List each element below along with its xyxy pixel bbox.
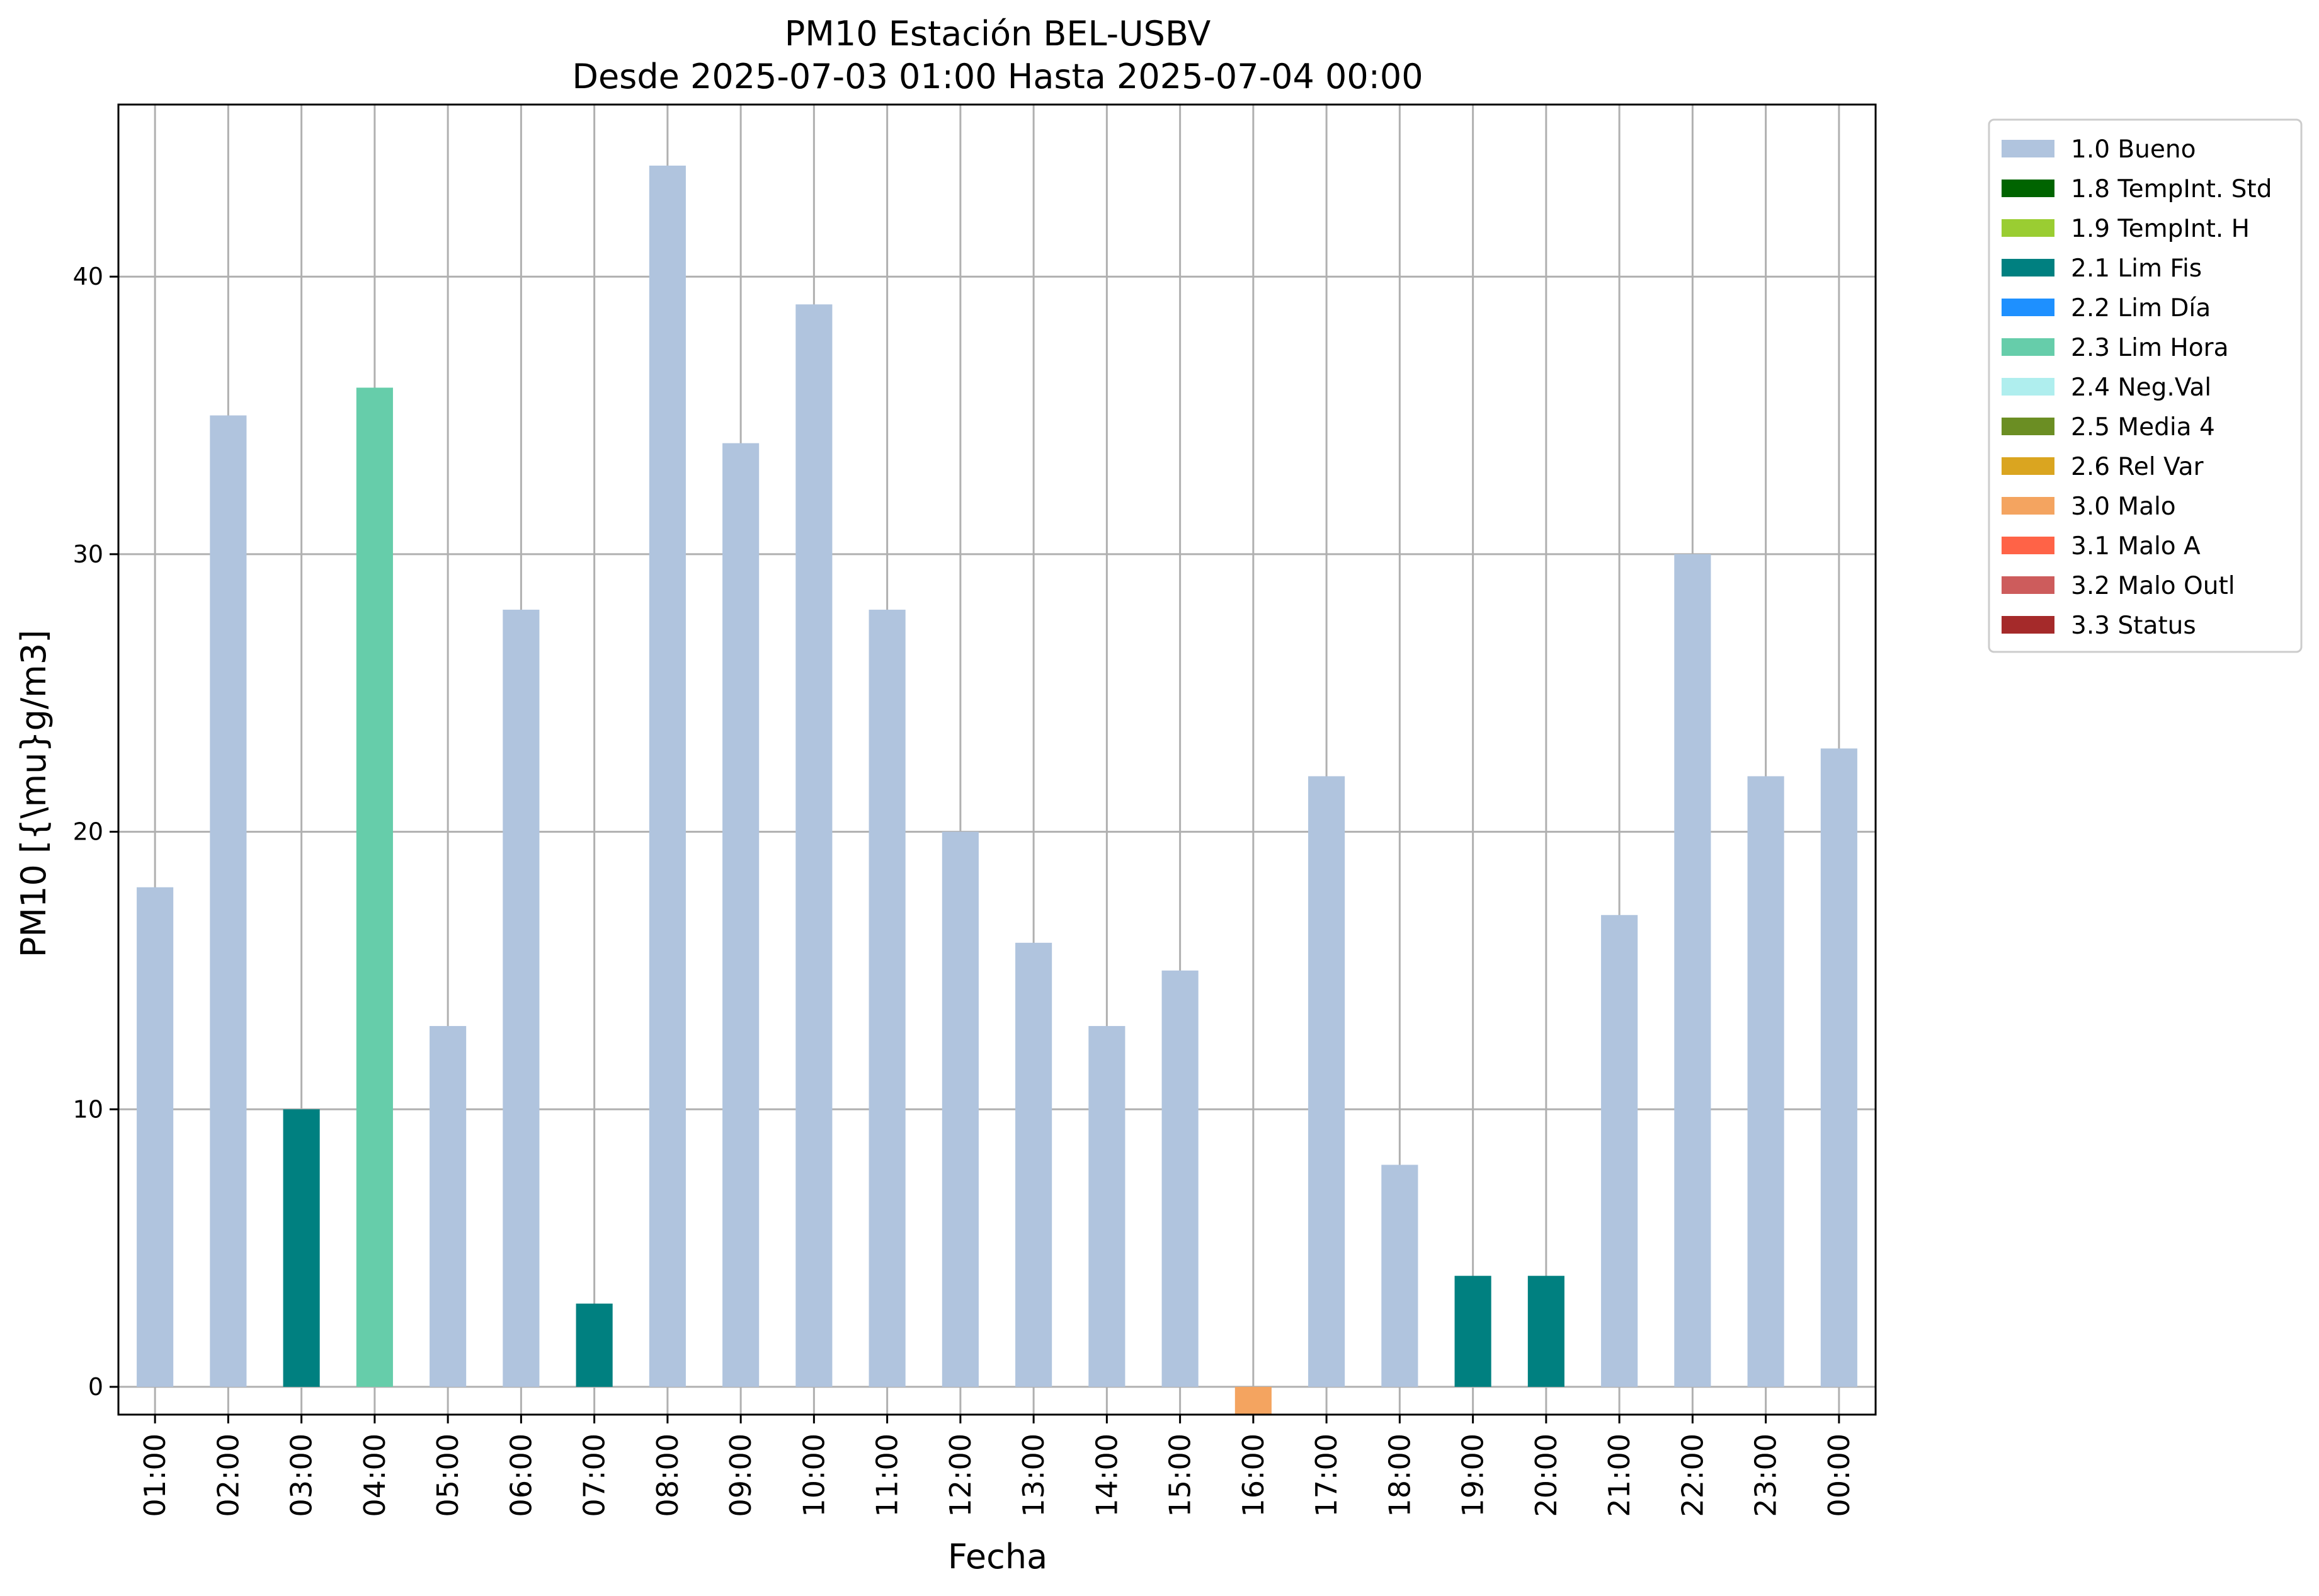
x-tick-label: 14:00	[1090, 1434, 1124, 1517]
bar-0400	[356, 387, 393, 1387]
legend-swatch	[2002, 418, 2054, 435]
legend-label: 3.0 Malo	[2071, 493, 2176, 521]
bar-2000	[1527, 1275, 1564, 1387]
x-tick-label: 23:00	[1749, 1434, 1783, 1517]
bar-0500	[430, 1026, 467, 1387]
x-tick-label: 21:00	[1602, 1434, 1636, 1517]
bar-1500	[1161, 970, 1199, 1387]
x-tick-label: 05:00	[431, 1434, 465, 1517]
bar-0100	[137, 887, 174, 1387]
x-tick-label: 16:00	[1236, 1434, 1270, 1517]
bar-0000	[1820, 748, 1857, 1387]
y-tick-label: 0	[88, 1373, 103, 1401]
bar-0200	[210, 415, 247, 1387]
bar-0800	[649, 165, 686, 1387]
y-ticks: 0 10 20 30 40	[73, 263, 118, 1401]
x-tick-label: 11:00	[870, 1434, 904, 1517]
x-tick-label: 10:00	[797, 1434, 831, 1517]
y-axis-label: PM10 [{\mu}g/m3]	[14, 630, 54, 957]
x-tick-label: 01:00	[138, 1434, 172, 1517]
legend-label: 2.3 Lim Hora	[2071, 334, 2229, 362]
legend-swatch	[2002, 338, 2054, 356]
x-tick-label: 13:00	[1017, 1434, 1051, 1517]
legend-swatch	[2002, 140, 2054, 157]
legend-label: 3.2 Malo Outl	[2071, 572, 2235, 600]
legend-label: 2.6 Rel Var	[2071, 453, 2204, 481]
legend-swatch	[2002, 259, 2054, 276]
legend-swatch	[2002, 457, 2054, 475]
legend-label: 3.1 Malo A	[2071, 532, 2201, 561]
legend-swatch	[2002, 299, 2054, 316]
legend-label: 1.0 Bueno	[2071, 135, 2196, 164]
y-tick-label: 20	[73, 818, 103, 846]
legend-swatch	[2002, 378, 2054, 396]
legend-label: 2.4 Neg.Val	[2071, 373, 2211, 402]
legend: 1.0 Bueno 1.8 TempInt. Std 1.9 TempInt. H 2…	[1988, 118, 2303, 653]
legend-swatch	[2002, 497, 2054, 515]
bar-1400	[1088, 1026, 1125, 1387]
legend-label: 2.2 Lim Día	[2071, 294, 2211, 322]
legend-swatch	[2002, 576, 2054, 594]
x-axis-label: Fecha	[948, 1537, 1047, 1576]
x-tick-label: 18:00	[1382, 1434, 1416, 1517]
legend-swatch	[2002, 537, 2054, 554]
x-tick-label: 02:00	[211, 1434, 245, 1517]
legend-swatch	[2002, 180, 2054, 197]
legend-label: 2.5 Media 4	[2071, 413, 2215, 442]
legend-label: 1.9 TempInt. H	[2071, 215, 2250, 243]
legend-box	[1988, 118, 2303, 653]
x-tick-label: 15:00	[1163, 1434, 1197, 1517]
x-tick-label: 20:00	[1529, 1434, 1563, 1517]
x-ticks: 01:00 02:00 03:00 04:00 05:00 06:00 07:00 08:00…	[138, 1415, 1856, 1517]
bar-0600	[503, 610, 540, 1387]
bar-2300	[1747, 776, 1784, 1387]
x-tick-label: 22:00	[1675, 1434, 1709, 1517]
legend-label: 1.8 TempInt. Std	[2071, 175, 2272, 203]
x-tick-label: 09:00	[724, 1434, 758, 1517]
bar-0700	[576, 1303, 613, 1387]
x-tick-label: 03:00	[285, 1434, 319, 1517]
bar-1600	[1234, 1386, 1272, 1415]
bar-0300	[283, 1109, 320, 1387]
y-tick-label: 30	[73, 540, 103, 568]
plot-frame	[117, 103, 1877, 1416]
legend-swatch	[2002, 219, 2054, 237]
bar-1700	[1308, 776, 1345, 1387]
legend-swatch	[2002, 616, 2054, 634]
legend-label: 2.1 Lim Fis	[2071, 254, 2202, 283]
x-tick-label: 04:00	[358, 1434, 392, 1517]
legend-label: 3.3 Status	[2071, 612, 2196, 640]
bar-2200	[1674, 554, 1711, 1387]
bar-1300	[1015, 942, 1052, 1387]
x-tick-label: 17:00	[1309, 1434, 1343, 1517]
bar-1200	[942, 831, 979, 1387]
bar-1800	[1381, 1165, 1418, 1387]
bar-2100	[1601, 915, 1638, 1387]
x-tick-label: 00:00	[1822, 1434, 1856, 1517]
y-tick-label: 40	[73, 263, 103, 290]
bar-1100	[869, 610, 906, 1387]
y-tick-label: 10	[73, 1095, 103, 1123]
bar-1000	[795, 304, 833, 1387]
bars-group	[137, 165, 1857, 1415]
x-tick-label: 08:00	[651, 1434, 685, 1517]
x-tick-label: 19:00	[1456, 1434, 1490, 1517]
x-tick-label: 12:00	[943, 1434, 977, 1517]
bar-1900	[1454, 1275, 1491, 1387]
x-tick-label: 06:00	[504, 1434, 538, 1517]
chart-title: PM10 Estación BEL-USBV	[785, 14, 1211, 54]
x-tick-label: 07:00	[578, 1434, 612, 1517]
bar-0900	[722, 443, 760, 1387]
chart-subtitle: Desde 2025-07-03 01:00 Hasta 2025-07-04 …	[572, 57, 1423, 96]
